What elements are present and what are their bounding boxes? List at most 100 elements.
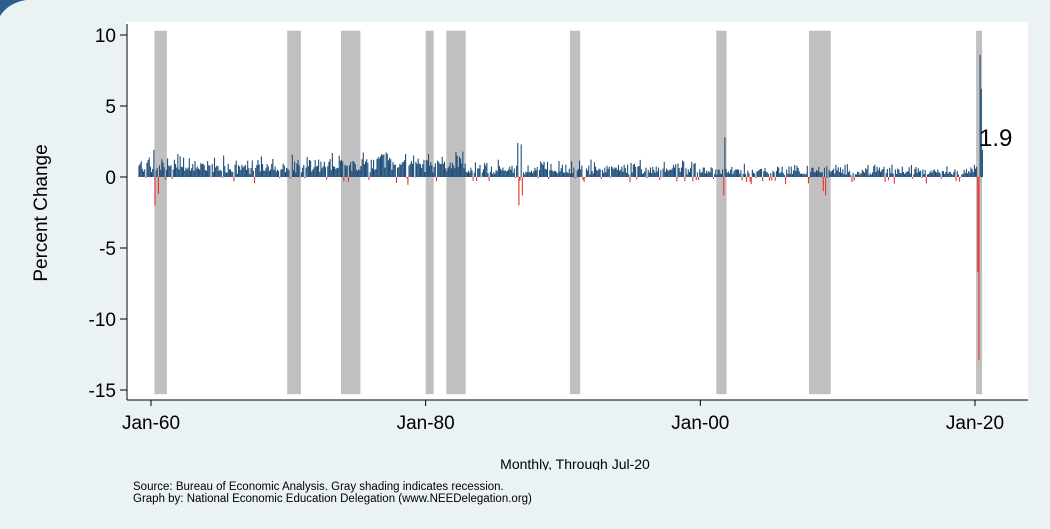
x-tick-label: Jan-00 <box>671 413 729 434</box>
bar-2014-01 <box>892 173 894 177</box>
bar-2017-05 <box>938 172 940 177</box>
bar-2019-10 <box>971 169 973 177</box>
bar-1990-06 <box>568 168 570 177</box>
bar-1963-11 <box>203 165 205 177</box>
bar-1960-07 <box>157 177 159 195</box>
bar-2002-04 <box>731 166 733 177</box>
bar-2016-08 <box>928 174 930 177</box>
bar-1968-03 <box>263 170 265 177</box>
bar-2016-04 <box>923 174 925 177</box>
bar-2006-09 <box>791 174 793 177</box>
bar-2013-05 <box>883 166 885 177</box>
bar-2018-12 <box>960 177 962 178</box>
bar-1998-11 <box>684 177 686 182</box>
bar-2010-08 <box>845 174 847 177</box>
bar-1993-11 <box>615 167 617 177</box>
bar-2007-05 <box>801 173 803 177</box>
bar-2016-03 <box>922 169 924 177</box>
bar-2002-06 <box>733 171 735 177</box>
bar-1997-06 <box>664 171 666 177</box>
bar-2014-02 <box>893 177 895 184</box>
bar-1998-10 <box>683 161 685 177</box>
bar-2018-02 <box>948 171 950 177</box>
bar-1963-08 <box>200 163 202 177</box>
bar-2017-07 <box>940 177 942 180</box>
bar-1964-03 <box>208 165 210 177</box>
bar-1989-01 <box>549 170 551 177</box>
bar-1965-07 <box>226 172 228 177</box>
bar-1980-03 <box>427 154 430 177</box>
bar-1985-12 <box>506 171 509 177</box>
bar-1994-06 <box>623 164 625 177</box>
bar-1970-06 <box>294 161 296 177</box>
bar-1994-01 <box>617 164 620 177</box>
bar-1984-06 <box>486 163 488 177</box>
bar-2020-01 <box>974 168 977 177</box>
bar-1965-08 <box>227 163 229 177</box>
bar-2000-01 <box>700 172 702 177</box>
bar-2015-06 <box>912 177 914 179</box>
bar-1982-01 <box>453 165 455 177</box>
bar-1998-08 <box>680 167 682 177</box>
bar-1974-07 <box>350 161 352 177</box>
bar-1978-10 <box>408 165 410 177</box>
bar-1976-12 <box>383 154 385 177</box>
bar-1982-12 <box>465 172 467 177</box>
bar-1996-03 <box>647 169 649 177</box>
bar-2000-08 <box>708 171 710 177</box>
bar-1967-06 <box>252 170 254 177</box>
bar-1998-12 <box>685 168 687 177</box>
bar-2008-10 <box>820 173 822 177</box>
bar-2014-05 <box>897 168 899 177</box>
bar-1977-11 <box>395 177 398 183</box>
y-tick-label: 10 <box>95 26 116 47</box>
bar-1963-10 <box>202 163 204 177</box>
corner-logo-fragment <box>0 0 26 16</box>
bar-2000-11 <box>711 168 713 177</box>
bar-1980-08 <box>433 167 435 177</box>
bar-1964-04 <box>209 165 211 177</box>
bar-1975-04 <box>360 165 362 177</box>
bar-1981-12 <box>451 162 454 177</box>
bar-1974-04 <box>346 165 348 177</box>
bar-1977-04 <box>387 160 389 177</box>
bar-2013-12 <box>891 164 893 177</box>
bar-1961-10 <box>175 163 177 177</box>
bar-2011-11 <box>862 171 864 177</box>
bar-2012-05 <box>869 173 871 177</box>
bar-2017-06 <box>939 173 941 177</box>
bar-1985-08 <box>502 167 504 177</box>
bar-1983-07 <box>473 172 475 177</box>
bar-2002-05 <box>732 174 734 177</box>
bar-1997-05 <box>663 161 665 177</box>
bar-1994-02 <box>619 170 621 177</box>
bar-1995-01 <box>631 172 633 177</box>
bar-1970-08 <box>296 163 298 177</box>
bar-1981-10 <box>449 162 451 177</box>
bar-1991-11 <box>588 165 590 177</box>
bar-1969-11 <box>286 167 288 177</box>
bar-2000-05 <box>704 173 706 177</box>
bar-2004-06 <box>760 168 763 177</box>
bar-2008-09 <box>819 171 821 177</box>
bar-1966-05 <box>237 165 240 177</box>
bar-1996-01 <box>645 167 647 177</box>
bar-1987-07 <box>528 172 530 177</box>
bar-2007-07 <box>803 173 805 177</box>
bar-1962-10 <box>188 158 190 177</box>
bar-1982-07 <box>459 158 462 177</box>
bar-2015-01 <box>906 171 908 177</box>
bar-2019-07 <box>968 171 970 177</box>
bar-1962-03 <box>180 166 182 177</box>
bar-2001-03 <box>716 174 718 177</box>
bar-2011-03 <box>853 177 855 181</box>
bar-2017-09 <box>942 171 945 177</box>
bar-1979-01 <box>411 163 414 177</box>
bar-1980-10 <box>435 177 438 182</box>
bar-1982-04 <box>456 155 458 177</box>
bar-1989-07 <box>556 172 558 177</box>
bar-2013-08 <box>886 169 888 177</box>
bar-1979-08 <box>419 164 422 177</box>
bar-1999-09 <box>695 177 697 180</box>
bar-2002-01 <box>727 171 729 177</box>
